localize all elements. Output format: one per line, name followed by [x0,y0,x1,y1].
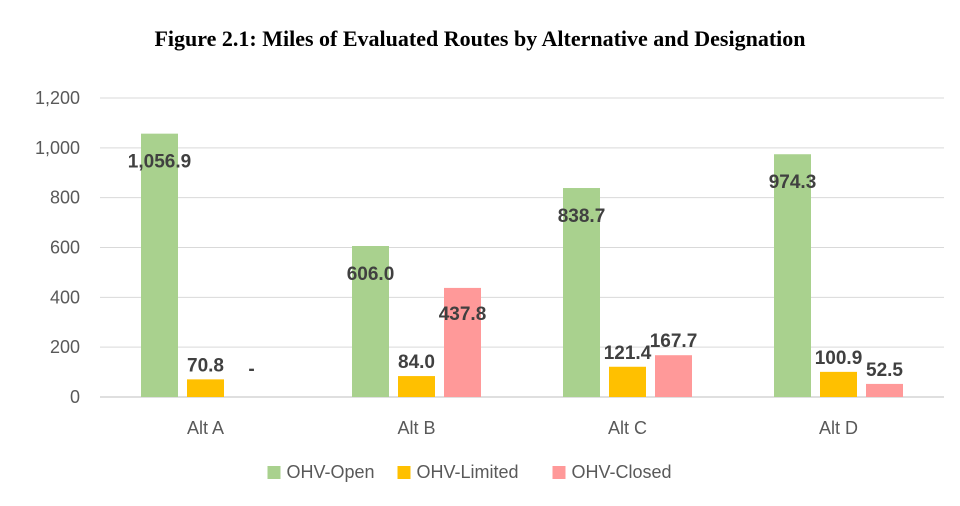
x-tick-label: Alt B [397,418,435,438]
bar-ohv-limited-alt-c [609,366,646,397]
x-axis-labels: Alt A Alt B Alt C Alt D [187,418,858,438]
data-label: 974.3 [769,172,817,193]
legend-label: OHV-Open [287,462,375,482]
y-axis-labels: 0 200 400 600 800 1,000 1,200 [35,88,80,407]
y-tick-label: 400 [50,287,80,307]
y-tick-label: 1,200 [35,88,80,108]
data-label: - [248,359,254,380]
legend: OHV-Open OHV-Limited OHV-Closed [267,462,672,482]
legend-label: OHV-Limited [417,462,519,482]
y-tick-label: 200 [50,337,80,357]
data-label: 606.0 [347,264,395,285]
data-label: 84.0 [398,352,435,373]
y-tick-label: 1,000 [35,138,80,158]
y-tick-label: 600 [50,238,80,258]
data-label: 167.7 [650,331,698,352]
bar-ohv-limited-alt-a [187,379,224,397]
data-label: 838.7 [558,206,606,227]
data-label: 1,056.9 [128,152,191,173]
data-label: 52.5 [866,360,903,381]
legend-swatch [397,466,411,479]
bar-ohv-limited-alt-d [820,371,857,397]
bar-ohv-open-alt-c [563,188,600,397]
legend-swatch [267,466,281,479]
bar-ohv-open-alt-a [141,133,178,397]
x-tick-label: Alt C [608,418,647,438]
bar-ohv-closed-alt-d [866,383,903,397]
y-tick-label: 800 [50,188,80,208]
bar-ohv-closed-alt-c [655,355,692,397]
x-tick-label: Alt D [819,418,858,438]
data-label: 100.9 [815,348,863,369]
bar-ohv-open-alt-d [774,154,811,397]
data-label: 121.4 [604,343,652,364]
y-tick-label: 0 [70,387,80,407]
chart-title: Figure 2.1: Miles of Evaluated Routes by… [154,26,806,51]
data-label: 70.8 [187,355,224,376]
gridlines [100,97,944,398]
data-label: 437.8 [439,304,487,325]
bar-ohv-limited-alt-b [398,376,435,397]
bars [141,133,903,397]
legend-label: OHV-Closed [572,462,672,482]
bar-ohv-open-alt-b [352,246,389,397]
data-labels: 1,056.9 70.8 - 606.0 84.0 437.8 838.7 121.4167.… [128,152,904,381]
bar-ohv-closed-alt-b [444,287,481,397]
legend-swatch [552,466,566,479]
x-tick-label: Alt A [187,418,224,438]
